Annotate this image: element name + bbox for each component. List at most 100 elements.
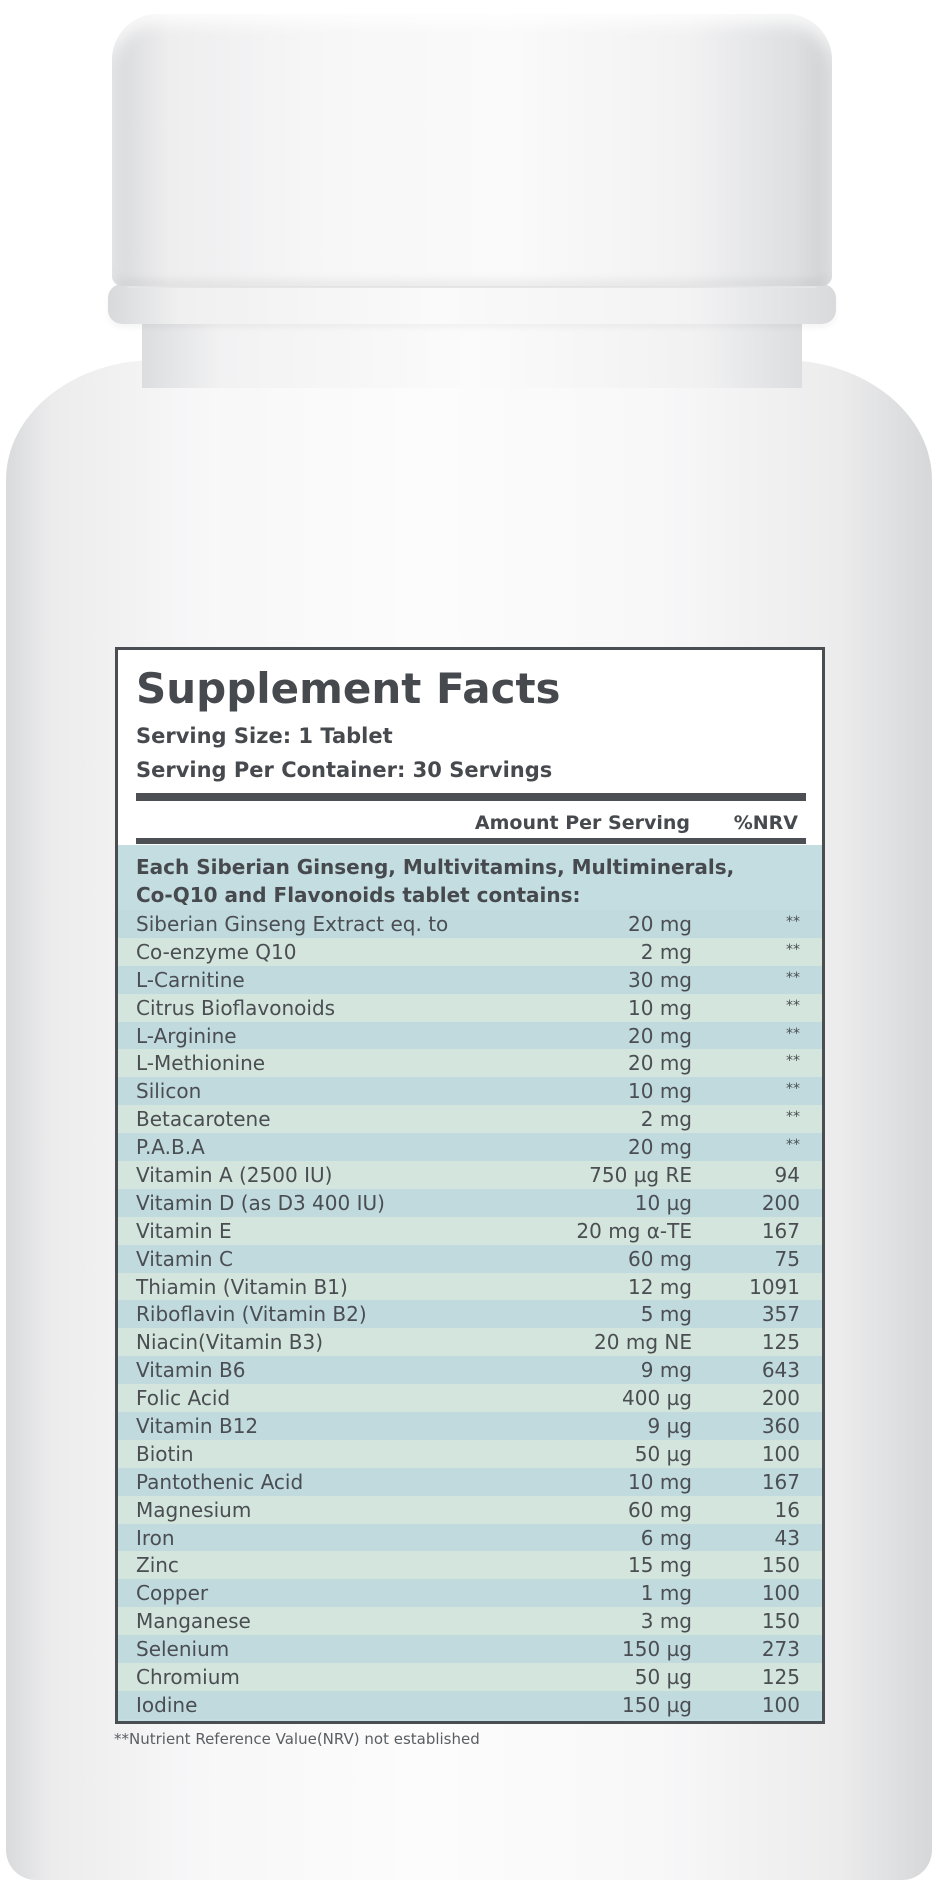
- ingredient-amount: 150 µg: [622, 1637, 692, 1662]
- ingredient-amount: 9 µg: [647, 1414, 692, 1439]
- ingredient-row: Betacarotene 2 mg **: [118, 1105, 822, 1134]
- ingredient-name: Silicon: [136, 1079, 202, 1104]
- ingredient-nrv: **: [786, 1081, 800, 1098]
- ingredient-amount: 750 µg RE: [589, 1163, 692, 1188]
- ingredient-name: Biotin: [136, 1441, 194, 1466]
- ingredient-name: Zinc: [136, 1553, 179, 1578]
- ingredient-row: Thiamin (Vitamin B1) 12 mg 1091: [118, 1272, 822, 1301]
- ingredient-nrv: **: [786, 941, 800, 958]
- ingredient-name: Vitamin B6: [136, 1358, 246, 1383]
- column-header-amount: Amount Per Serving: [474, 812, 690, 834]
- ingredient-amount: 30 mg: [628, 967, 692, 992]
- ingredient-name: Niacin(Vitamin B3): [136, 1330, 324, 1355]
- ingredient-name: Betacarotene: [136, 1107, 271, 1132]
- ingredient-nrv: 125: [761, 1665, 800, 1690]
- ingredient-nrv: 100: [761, 1692, 800, 1717]
- ingredient-amount: 60 mg: [628, 1246, 692, 1271]
- ingredient-amount: 9 mg: [640, 1358, 692, 1383]
- ingredient-amount: 10 mg: [628, 995, 692, 1020]
- ingredient-name: L-Methionine: [136, 1051, 266, 1076]
- ingredient-name: Copper: [136, 1581, 209, 1606]
- ingredient-row: Citrus Bioflavonoids 10 mg **: [118, 993, 822, 1022]
- ingredient-amount: 3 mg: [640, 1609, 692, 1634]
- servings-per-container: Serving Per Container: 30 Servings: [136, 758, 553, 782]
- bottle-neck: [142, 318, 802, 388]
- ingredient-nrv: **: [786, 1109, 800, 1126]
- ingredient-nrv: 16: [774, 1497, 800, 1522]
- ingredient-amount: 1 mg: [640, 1581, 692, 1606]
- ingredient-nrv: 100: [761, 1581, 800, 1606]
- ingredient-amount: 12 mg: [628, 1274, 692, 1299]
- ingredient-name: Folic Acid: [136, 1386, 231, 1411]
- supplement-facts-label: Supplement Facts Serving Size: 1 Tablet …: [115, 647, 825, 1724]
- ingredient-row: Folic Acid 400 µg 200: [118, 1384, 822, 1413]
- ingredient-row: Vitamin C 60 mg 75: [118, 1244, 822, 1273]
- ingredient-row: Siberian Ginseng Extract eq. to 20 mg **: [118, 910, 822, 938]
- ingredient-row: P.A.B.A 20 mg **: [118, 1133, 822, 1162]
- ingredient-row: Magnesium 60 mg 16: [118, 1495, 822, 1524]
- ingredient-row: Vitamin B6 9 mg 643: [118, 1356, 822, 1385]
- ingredient-name: Magnesium: [136, 1497, 252, 1522]
- ingredient-row: Zinc 15 mg 150: [118, 1551, 822, 1580]
- ingredient-name: Selenium: [136, 1637, 230, 1662]
- ingredient-amount: 20 mg: [628, 912, 692, 936]
- ingredient-row: Iron 6 mg 43: [118, 1523, 822, 1552]
- ingredient-nrv: 75: [774, 1246, 800, 1271]
- ingredient-nrv: 200: [761, 1386, 800, 1411]
- ingredient-row: Selenium 150 µg 273: [118, 1635, 822, 1664]
- ingredient-name: Riboflavin (Vitamin B2): [136, 1302, 367, 1327]
- ingredient-table: Siberian Ginseng Extract eq. to 20 mg ** Co…: [118, 910, 822, 1719]
- column-header-nrv: %NRV: [733, 812, 798, 834]
- ingredient-name: L-Arginine: [136, 1023, 237, 1048]
- ingredient-nrv: 43: [774, 1525, 800, 1550]
- ingredient-nrv: **: [786, 1137, 800, 1154]
- ingredient-name: Iron: [136, 1525, 175, 1550]
- ingredient-nrv: **: [786, 1025, 800, 1042]
- ingredient-name: Vitamin C: [136, 1246, 233, 1271]
- ingredient-row: L-Carnitine 30 mg **: [118, 965, 822, 994]
- ingredient-nrv: 273: [761, 1637, 800, 1662]
- ingredient-amount: 10 mg: [628, 1079, 692, 1104]
- ingredient-row: Riboflavin (Vitamin B2) 5 mg 357: [118, 1300, 822, 1329]
- ingredient-row: Pantothenic Acid 10 mg 167: [118, 1467, 822, 1496]
- ingredient-amount: 20 mg: [628, 1135, 692, 1160]
- ingredient-amount: 10 mg: [628, 1469, 692, 1494]
- ingredient-amount: 6 mg: [640, 1525, 692, 1550]
- ingredient-amount: 15 mg: [628, 1553, 692, 1578]
- ingredient-nrv: 643: [761, 1358, 800, 1383]
- ingredient-row: Copper 1 mg 100: [118, 1579, 822, 1608]
- ingredient-nrv: 357: [761, 1302, 800, 1327]
- nrv-footnote: **Nutrient Reference Value(NRV) not esta…: [114, 1730, 480, 1748]
- ingredient-name: Chromium: [136, 1665, 240, 1690]
- ingredient-name: Thiamin (Vitamin B1): [136, 1274, 348, 1299]
- ingredient-name: Manganese: [136, 1609, 251, 1634]
- bottle-neck-ring: [108, 284, 836, 324]
- column-header-row: Amount Per Serving %NRV: [136, 806, 806, 838]
- ingredient-nrv: **: [786, 969, 800, 986]
- ingredient-name: Pantothenic Acid: [136, 1469, 304, 1494]
- ingredient-row: Vitamin E 20 mg α-TE 167: [118, 1216, 822, 1245]
- ingredient-amount: 2 mg: [640, 939, 692, 964]
- ingredient-amount: 2 mg: [640, 1107, 692, 1132]
- ingredient-amount: 20 mg α-TE: [576, 1218, 692, 1243]
- ingredient-nrv: 100: [761, 1441, 800, 1466]
- ingredient-name: L-Carnitine: [136, 967, 245, 992]
- ingredient-amount: 150 µg: [622, 1692, 692, 1717]
- ingredient-row: Biotin 50 µg 100: [118, 1439, 822, 1468]
- ingredient-amount: 50 µg: [634, 1665, 692, 1690]
- ingredient-name: Vitamin E: [136, 1218, 232, 1243]
- ingredient-nrv: **: [786, 997, 800, 1014]
- ingredient-row: Vitamin A (2500 IU) 750 µg RE 94: [118, 1161, 822, 1189]
- divider-thick: [136, 793, 806, 801]
- serving-size: Serving Size: 1 Tablet: [136, 724, 393, 748]
- ingredient-nrv: 360: [761, 1414, 800, 1439]
- bottle-cap: [112, 14, 832, 286]
- ingredient-name: Siberian Ginseng Extract eq. to: [136, 912, 449, 936]
- ingredient-name: Citrus Bioflavonoids: [136, 995, 336, 1020]
- ingredient-nrv: **: [786, 1053, 800, 1070]
- ingredient-nrv: 150: [761, 1609, 800, 1634]
- ingredient-row: Silicon 10 mg **: [118, 1077, 822, 1106]
- ingredient-name: P.A.B.A: [136, 1135, 205, 1160]
- ingredient-row: L-Methionine 20 mg **: [118, 1049, 822, 1078]
- ingredient-amount: 400 µg: [622, 1386, 692, 1411]
